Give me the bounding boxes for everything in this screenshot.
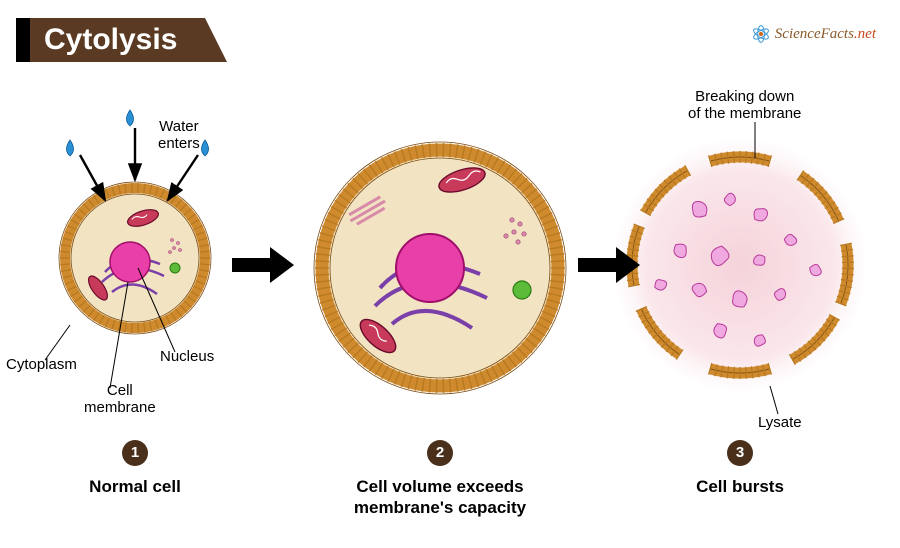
label-nucleus: Nucleus (160, 348, 214, 365)
title-text: Cytolysis (30, 18, 205, 62)
stage-2-num: 2 (427, 440, 453, 466)
stage-3: 3 Cell bursts (670, 440, 810, 497)
stage-1: 1 Normal cell (70, 440, 200, 497)
label-lysate: Lysate (758, 414, 802, 431)
stage-2: 2 Cell volume exceedsmembrane's capacity (330, 440, 550, 519)
title-banner: Cytolysis (16, 18, 205, 62)
er-icon (102, 259, 164, 294)
atom-icon (751, 24, 771, 44)
transition-arrows (232, 247, 640, 283)
label-breaking: Breaking downof the membrane (688, 88, 801, 123)
stage-1-num: 1 (122, 440, 148, 466)
label-water-enters: Waterenters (158, 118, 200, 153)
title-accent (16, 18, 30, 62)
stage-3-num: 3 (727, 440, 753, 466)
stage-2-caption: Cell volume exceedsmembrane's capacity (330, 476, 550, 519)
stage-2-cell (314, 142, 566, 394)
label-cell-membrane: Cellmembrane (84, 382, 156, 417)
stage-1-caption: Normal cell (70, 476, 200, 497)
watermark-text: ScienceFacts.net (775, 26, 876, 43)
label-cytoplasm: Cytoplasm (6, 356, 77, 373)
stage-3-caption: Cell bursts (670, 476, 810, 497)
nucleus-icon (110, 242, 150, 282)
stage-1-cell (59, 182, 211, 334)
watermark: ScienceFacts.net (751, 24, 876, 44)
mitochondrion-icon (126, 206, 161, 229)
stage-3-burst (615, 122, 865, 414)
